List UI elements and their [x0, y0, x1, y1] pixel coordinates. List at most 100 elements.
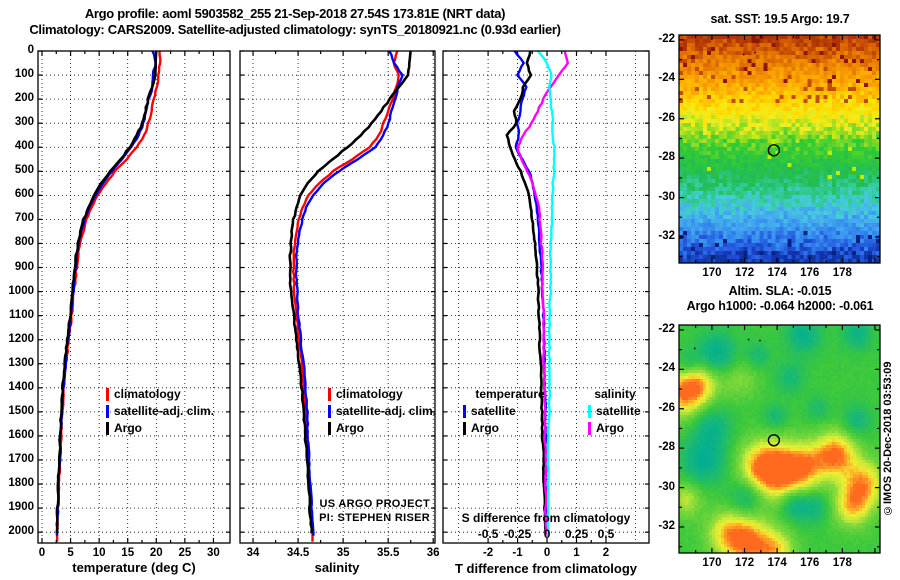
x-tick-label: 20: [149, 547, 163, 559]
map-lat-tick-label: -22: [658, 32, 675, 45]
legend-color-bar: [106, 387, 109, 401]
map-lon-tick-label: 172: [734, 267, 755, 279]
depth-tick-label: 1000: [8, 284, 34, 297]
legend-color-bar: [463, 421, 466, 435]
legend-label: Argo: [471, 421, 499, 435]
map-lat-tick-label: -26: [658, 401, 675, 414]
difference_profile-panel: [442, 50, 650, 544]
x-tick-label: 10: [92, 547, 106, 559]
depth-tick-label: 0: [27, 44, 34, 56]
depth-tick-label: 200: [14, 92, 34, 105]
curve-satellite-adj-clim-: [55, 50, 158, 536]
depth-tick-label: 400: [14, 140, 34, 153]
salinity-axis-label: salinity: [314, 560, 360, 575]
map-lon-tick-label: 170: [702, 267, 722, 279]
legend-color-bar: [588, 421, 591, 435]
legend-label: climatology: [114, 387, 181, 401]
map-lon-tick-label: 178: [832, 557, 852, 569]
legend-label: satellite-adj. clim.: [114, 404, 215, 418]
curve-climatology: [291, 50, 400, 542]
map-lat-tick-label: -30: [658, 190, 675, 203]
panel-border: [239, 50, 436, 544]
curve-climatology: [55, 51, 162, 542]
t-difference-axis-label: T difference from climatology: [454, 561, 638, 576]
sla-map-image: [679, 325, 880, 553]
sst-map-title: sat. SST: 19.5 Argo: 19.7: [710, 12, 850, 26]
x-tick-label: 34: [246, 547, 260, 559]
curve-satellite-adj-clim-: [294, 50, 404, 536]
x-tick-label: 34.5: [286, 547, 310, 559]
salinity-legend-item: Argo: [328, 421, 364, 435]
legend-label: satellite: [596, 404, 641, 418]
temperature_profile-panel: [37, 50, 231, 544]
s-tick-label: -0.25: [503, 527, 532, 541]
map-lon-tick-label: 174: [767, 267, 787, 279]
diff-temperature-legend-item: Argo: [463, 421, 499, 435]
s-tick-label: -0.5: [477, 527, 499, 541]
diff-legend-temperature-header: temperature: [475, 387, 545, 401]
x-tick-label: 15: [121, 547, 135, 559]
figure-title-line1: Argo profile: aoml 5903582_255 21-Sep-20…: [84, 6, 506, 21]
x-tick-label: 25: [178, 547, 192, 559]
curve-t-diff-argo: [505, 50, 547, 534]
project-credit-line2: PI: STEPHEN RISER: [319, 512, 430, 524]
depth-tick-label: 2000: [8, 525, 34, 538]
diff-salinity-legend-item: satellite: [588, 404, 641, 418]
map-lat-tick-label: -28: [658, 151, 675, 164]
depth-tick-label: 1300: [8, 356, 34, 369]
legend-color-bar: [106, 421, 109, 435]
x-tick-label: 1: [573, 547, 580, 559]
legend-label: climatology: [336, 387, 403, 401]
legend-color-bar: [588, 404, 591, 418]
project-credit-line1: US ARGO PROJECT: [319, 498, 430, 510]
salinity_profile-panel: [239, 50, 436, 544]
panel-border: [442, 50, 650, 544]
depth-tick-label: 1400: [8, 380, 34, 393]
legend-color-bar: [328, 387, 331, 401]
curve-s-diff-satellite: [536, 50, 556, 536]
salinity-legend-item: climatology: [328, 387, 403, 401]
figure-title-line2: Climatology: CARS2009. Satellite-adjuste…: [29, 22, 561, 37]
depth-tick-label: 300: [14, 116, 34, 129]
depth-tick-label: 1200: [8, 332, 34, 345]
depth-tick-label: 1800: [8, 477, 34, 490]
map-lat-tick-label: -32: [658, 519, 675, 532]
legend-label: Argo: [596, 421, 624, 435]
x-tick-label: 0: [38, 547, 46, 559]
depth-tick-label: 1600: [8, 428, 34, 441]
imos-copyright-stamp: ©IMOS 20-Dec-2018 03:53:09: [882, 361, 894, 517]
s-tick-label: 0.5: [597, 527, 615, 541]
map-lat-tick-label: -26: [658, 111, 675, 124]
x-tick-label: 36: [426, 547, 440, 559]
legend-color-bar: [328, 404, 331, 418]
sla-map-title-line2: Argo h1000: -0.064 h2000: -0.061: [686, 299, 874, 313]
curve-argo: [55, 50, 158, 534]
map-lon-tick-label: 178: [832, 267, 852, 279]
sla-map-title-line1: Altim. SLA: -0.015: [728, 284, 832, 298]
map-lon-tick-label: 174: [767, 557, 787, 569]
x-tick-label: 30: [207, 547, 220, 559]
salinity-legend-item: satellite-adj. clim.: [328, 404, 436, 418]
legend-color-bar: [328, 421, 331, 435]
legend-color-bar: [106, 404, 109, 418]
map-lon-tick-label: 170: [702, 557, 722, 569]
depth-tick-label: 800: [14, 236, 34, 249]
map-lat-tick-label: -32: [658, 229, 675, 242]
panel-border: [37, 50, 231, 544]
curve-t-diff-satellite: [513, 50, 548, 535]
temperature-legend-item: satellite-adj. clim.: [106, 404, 214, 418]
diff-salinity-legend-item: Argo: [588, 421, 624, 435]
sst-map-image: [679, 35, 880, 263]
depth-tick-label: 1500: [8, 404, 34, 417]
map-lon-tick-label: 176: [800, 267, 820, 279]
map-lon-tick-label: 176: [800, 557, 820, 569]
s-tick-label: 0.25: [564, 527, 589, 541]
s-tick-label: 0: [543, 527, 551, 541]
x-tick-label: 35: [336, 547, 350, 559]
depth-tick-label: 600: [14, 188, 34, 201]
depth-tick-label: 100: [14, 68, 34, 81]
depth-tick-label: 700: [14, 212, 34, 225]
legend-color-bar: [463, 404, 466, 418]
depth-tick-label: 500: [14, 164, 34, 177]
